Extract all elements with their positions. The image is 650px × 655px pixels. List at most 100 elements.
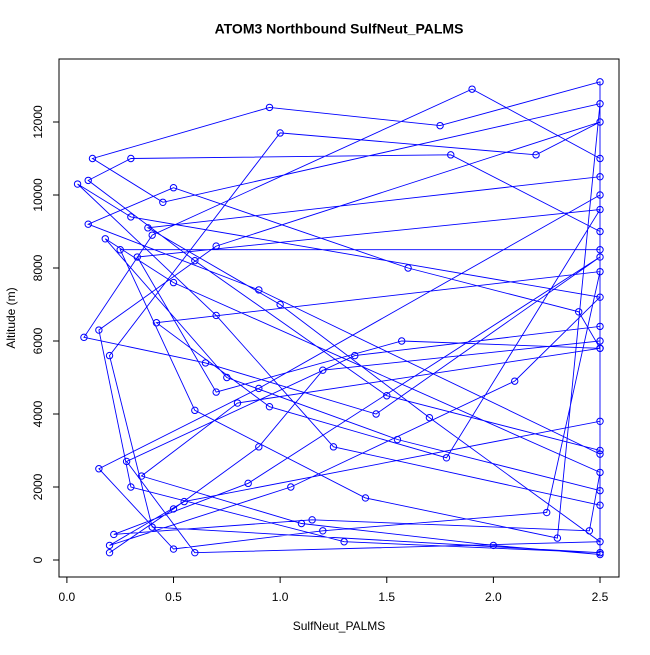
data-point — [596, 322, 604, 331]
data-point — [95, 465, 103, 473]
data-point — [319, 527, 327, 535]
data-point — [255, 443, 263, 451]
data-point — [596, 501, 604, 509]
data-point — [351, 351, 359, 360]
data-point — [596, 293, 604, 301]
data-point — [596, 267, 604, 276]
data-point — [596, 446, 604, 455]
data-point — [596, 78, 604, 86]
data-point — [233, 399, 242, 407]
data-point — [532, 151, 540, 159]
y-tick-label: 12000 — [31, 105, 45, 139]
data-point — [596, 118, 604, 126]
data-point — [297, 519, 306, 528]
x-tick-label: 2.5 — [592, 590, 609, 604]
data-point — [574, 308, 583, 316]
data-point — [319, 366, 327, 374]
data-point — [436, 121, 444, 130]
data-point — [105, 541, 114, 550]
data-point — [596, 450, 604, 458]
data-point — [425, 413, 434, 422]
data-point — [127, 483, 135, 491]
data-point — [88, 154, 97, 163]
data-point — [223, 373, 231, 382]
data-point — [596, 205, 604, 214]
x-axis-label: SulfNeut_PALMS — [293, 619, 386, 633]
data-point — [276, 300, 284, 309]
data-point — [212, 242, 220, 250]
data-point — [95, 326, 103, 334]
data-point — [447, 151, 455, 159]
series-line — [77, 81, 602, 555]
data-point — [442, 454, 451, 462]
data-point — [84, 176, 92, 185]
data-point — [116, 246, 124, 254]
data-point — [596, 538, 604, 546]
y-tick-label: 6000 — [31, 327, 45, 354]
data-point — [137, 472, 146, 480]
x-tick-label: 0.0 — [59, 590, 76, 604]
data-point — [383, 392, 391, 400]
data-point — [105, 351, 114, 360]
x-tick-label: 0.5 — [165, 590, 182, 604]
data-point — [287, 483, 295, 491]
data-point — [397, 337, 406, 345]
data-point — [101, 235, 109, 243]
data-point — [80, 333, 88, 342]
data-point — [244, 479, 252, 488]
data-point — [191, 256, 199, 265]
data-point — [122, 457, 131, 466]
data-point — [393, 435, 402, 444]
x-tick-label: 2.0 — [485, 590, 502, 604]
data-point — [596, 253, 604, 261]
data-point — [489, 541, 498, 550]
data-point — [169, 183, 178, 192]
y-axis-label: Altitude (m) — [4, 287, 18, 348]
data-point — [596, 337, 604, 345]
y-tick-label: 2000 — [31, 473, 45, 500]
data-point — [404, 264, 412, 272]
data-point — [105, 548, 114, 557]
y-tick-label: 10000 — [31, 178, 45, 212]
data-point — [596, 417, 604, 425]
data-point — [596, 344, 604, 352]
data-point — [265, 402, 274, 411]
plot-frame — [58, 58, 620, 578]
data-point — [372, 410, 380, 418]
data-point — [127, 154, 135, 163]
data-point — [110, 530, 118, 539]
y-tick-label: 8000 — [31, 254, 45, 281]
data-point — [191, 548, 199, 557]
data-point — [596, 246, 604, 254]
data-point — [596, 550, 604, 559]
data-point — [73, 180, 82, 188]
data-point — [596, 486, 604, 495]
data-point — [553, 534, 562, 542]
data-point — [596, 154, 604, 163]
data-point — [308, 516, 316, 524]
data-point — [596, 173, 604, 181]
data-point — [212, 311, 220, 320]
data-point — [152, 319, 161, 327]
data-point — [148, 523, 156, 531]
data-point — [340, 538, 348, 546]
data-point — [596, 468, 604, 477]
data-point — [468, 85, 476, 93]
data-point — [144, 224, 152, 232]
data-point — [201, 359, 210, 367]
data-point — [596, 227, 604, 236]
data-point — [212, 388, 220, 396]
data-point — [180, 497, 188, 506]
data-point — [255, 384, 263, 393]
x-tick-label: 1.0 — [272, 590, 289, 604]
data-point — [265, 103, 274, 112]
data-point — [84, 220, 92, 228]
data-point — [276, 129, 284, 137]
data-point — [361, 494, 370, 502]
data-point — [133, 253, 141, 261]
data-point — [511, 377, 519, 385]
data-point — [596, 100, 604, 108]
y-tick-label: 0 — [31, 556, 45, 563]
